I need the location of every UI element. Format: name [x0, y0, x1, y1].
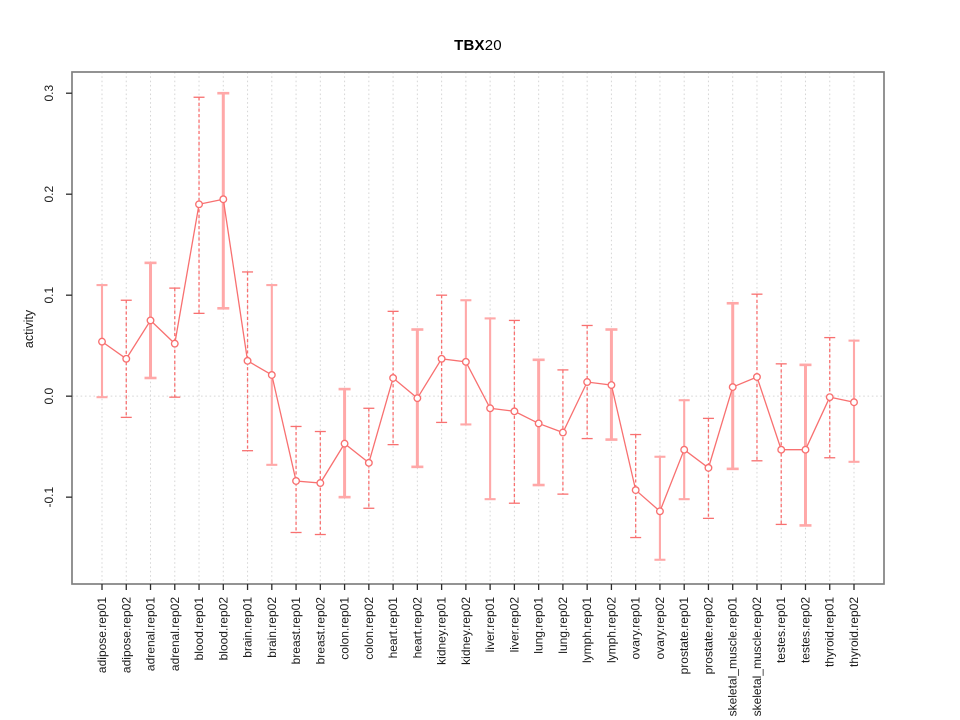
data-point — [437, 354, 446, 363]
x-tick-label: testes.rep01 — [774, 597, 788, 663]
x-tick-label: ovary.rep01 — [629, 597, 643, 660]
x-tick-label: breast.rep01 — [289, 597, 303, 665]
x-tick-label: blood.rep02 — [216, 597, 230, 661]
data-point — [316, 479, 325, 487]
data-point — [122, 354, 131, 363]
data-point — [389, 374, 398, 382]
x-tick-label: colon.rep01 — [338, 597, 352, 660]
data-point — [267, 370, 276, 379]
x-tick-label: thyroid.rep02 — [847, 597, 861, 667]
data-point — [752, 373, 761, 381]
x-tick-label: skeletal_muscle.rep02 — [750, 597, 764, 717]
x-tick-label: lung.rep02 — [556, 597, 570, 654]
chart-title-main: TBX — [454, 37, 485, 54]
x-tick-label: prostate.rep02 — [701, 597, 715, 675]
data-point — [655, 507, 664, 516]
x-tick-label: adipose.rep02 — [119, 597, 133, 673]
chart-title: TBX20 — [72, 37, 884, 54]
x-tick-label: ovary.rep02 — [653, 597, 667, 660]
x-tick-label: liver.rep02 — [507, 597, 521, 653]
data-point — [170, 339, 179, 348]
data-point — [728, 383, 737, 392]
x-tick-label: adipose.rep01 — [95, 597, 109, 673]
data-point — [801, 445, 810, 454]
data-point — [680, 445, 689, 454]
x-tick-label: prostate.rep01 — [677, 597, 691, 675]
data-point — [825, 393, 834, 402]
data-point — [534, 419, 543, 428]
data-point — [146, 316, 155, 325]
y-tick-label: 0.3 — [42, 85, 56, 102]
y-tick-label: 0.1 — [42, 287, 56, 304]
data-point — [850, 398, 858, 407]
x-tick-label: lymph.rep01 — [580, 597, 594, 663]
data-point — [777, 445, 786, 454]
data-point — [607, 381, 616, 390]
x-tick-label: liver.rep01 — [483, 597, 497, 653]
data-point — [510, 407, 519, 416]
data-point — [243, 356, 252, 365]
data-point — [486, 404, 495, 413]
data-point — [219, 195, 228, 204]
x-tick-label: lymph.rep02 — [604, 597, 618, 663]
x-tick-label: adrenal.rep02 — [168, 597, 182, 671]
data-point — [413, 394, 422, 403]
x-tick-label: colon.rep02 — [362, 597, 376, 660]
x-tick-label: breast.rep02 — [313, 597, 327, 665]
x-tick-label: blood.rep01 — [192, 597, 206, 661]
chart-title-sub: 20 — [484, 37, 502, 54]
data-point — [704, 463, 713, 472]
x-tick-label: testes.rep02 — [798, 597, 812, 663]
x-tick-label: skeletal_muscle.rep01 — [726, 597, 740, 717]
data-point — [364, 458, 373, 467]
y-tick-label: -0.1 — [42, 486, 56, 507]
y-tick-label: 0.2 — [42, 186, 56, 203]
x-tick-label: heart.rep02 — [410, 597, 424, 659]
data-point — [461, 357, 470, 366]
x-tick-label: brain.rep02 — [265, 597, 279, 658]
data-point — [195, 200, 204, 209]
data-point — [340, 439, 349, 448]
x-tick-label: kidney.rep02 — [459, 597, 473, 665]
x-tick-label: lung.rep01 — [532, 597, 546, 654]
data-point — [292, 477, 301, 485]
data-point — [98, 337, 106, 346]
plot-border — [71, 71, 885, 585]
y-tick-label: 0.0 — [42, 388, 56, 405]
x-tick-label: kidney.rep01 — [435, 597, 449, 665]
x-tick-label: adrenal.rep01 — [144, 597, 158, 671]
data-point — [583, 378, 592, 387]
data-point — [631, 486, 640, 495]
data-line — [101, 198, 855, 513]
x-tick-label: thyroid.rep01 — [823, 597, 837, 667]
data-point — [558, 428, 567, 437]
x-tick-label: brain.rep01 — [241, 597, 255, 658]
x-tick-label: heart.rep01 — [386, 597, 400, 659]
